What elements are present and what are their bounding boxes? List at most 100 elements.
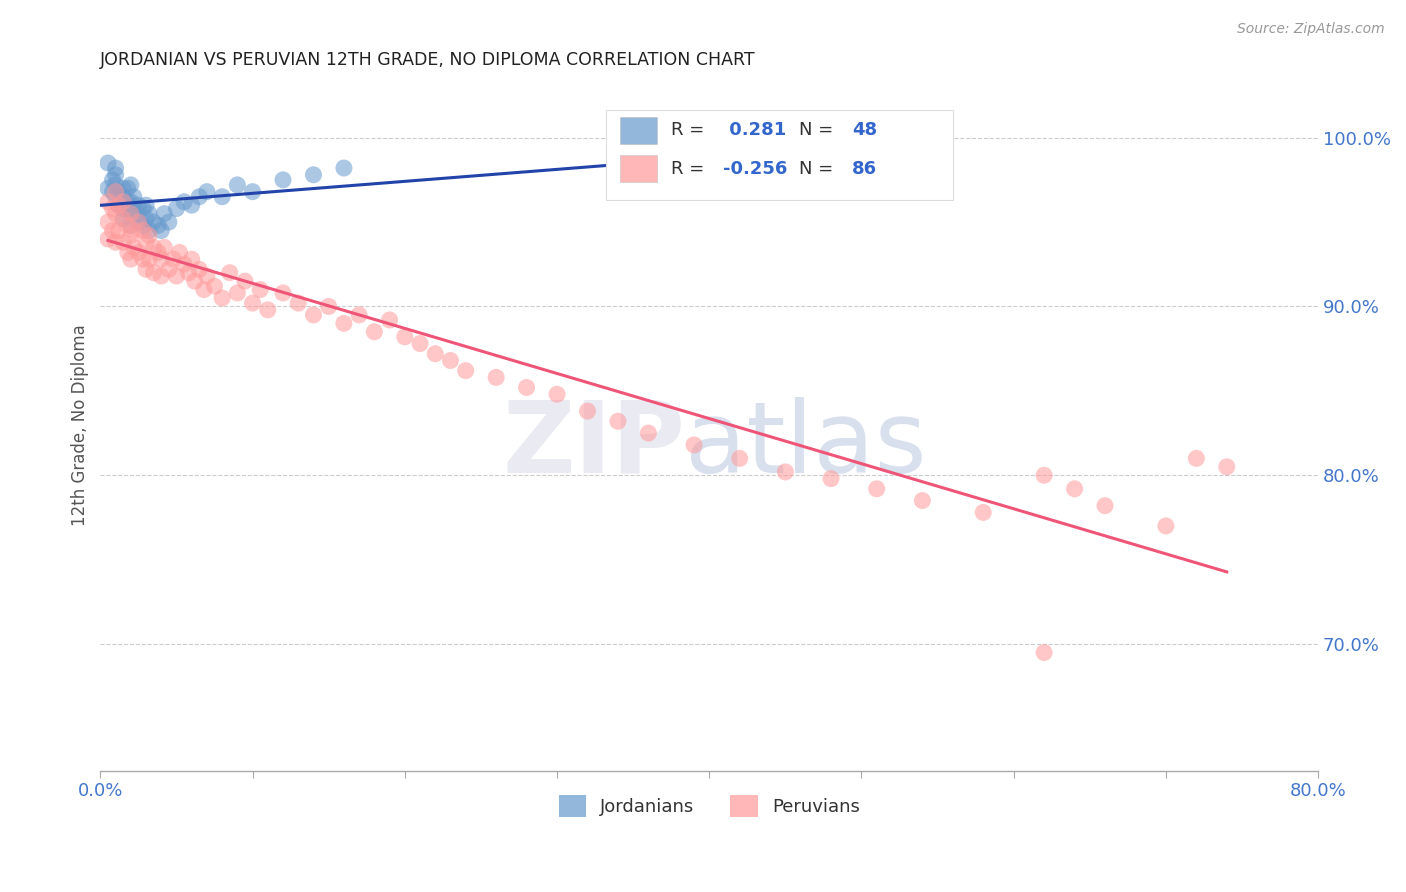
Point <box>120 228 142 243</box>
Text: R =: R = <box>672 121 710 139</box>
Point <box>173 257 195 271</box>
Legend: Jordanians, Peruvians: Jordanians, Peruvians <box>551 788 868 824</box>
Point <box>135 235 157 250</box>
Point <box>409 336 432 351</box>
Point <box>97 156 120 170</box>
Point <box>1185 451 1208 466</box>
Point <box>112 235 135 250</box>
Point <box>439 353 461 368</box>
Point <box>142 215 165 229</box>
Point <box>378 313 401 327</box>
Point <box>138 223 160 237</box>
Point <box>107 198 129 212</box>
Point <box>120 219 142 233</box>
Point <box>606 414 628 428</box>
Point <box>122 190 145 204</box>
Point <box>193 283 215 297</box>
Point <box>211 190 233 204</box>
FancyBboxPatch shape <box>620 117 657 145</box>
Point <box>516 380 538 394</box>
Point <box>166 269 188 284</box>
Point <box>820 472 842 486</box>
Point <box>138 228 160 243</box>
Point <box>972 505 994 519</box>
Point <box>104 206 127 220</box>
Text: Source: ZipAtlas.com: Source: ZipAtlas.com <box>1237 22 1385 37</box>
Point <box>104 235 127 250</box>
Text: -0.256: -0.256 <box>723 160 787 178</box>
Point <box>775 465 797 479</box>
Point <box>728 451 751 466</box>
Point <box>148 219 170 233</box>
Point <box>117 194 139 209</box>
Point <box>122 202 145 216</box>
Point <box>104 178 127 192</box>
Point <box>454 363 477 377</box>
Point <box>166 202 188 216</box>
FancyBboxPatch shape <box>606 110 953 200</box>
Point <box>157 215 180 229</box>
Point <box>153 206 176 220</box>
Point <box>347 308 370 322</box>
Point <box>104 185 127 199</box>
Text: 48: 48 <box>852 121 877 139</box>
Point <box>122 240 145 254</box>
Point <box>1033 468 1056 483</box>
Point <box>127 206 149 220</box>
Text: 86: 86 <box>852 160 877 178</box>
Point <box>122 223 145 237</box>
Point <box>271 173 294 187</box>
Point <box>104 168 127 182</box>
Point <box>150 223 173 237</box>
Point <box>177 266 200 280</box>
Point <box>183 274 205 288</box>
Point <box>302 168 325 182</box>
Point <box>117 245 139 260</box>
Point <box>425 347 447 361</box>
Point <box>138 206 160 220</box>
Point <box>112 181 135 195</box>
Point <box>132 202 155 216</box>
Point <box>150 269 173 284</box>
Text: N =: N = <box>800 160 839 178</box>
Point <box>112 194 135 209</box>
Text: 0.281: 0.281 <box>723 121 786 139</box>
Point <box>132 252 155 267</box>
Point <box>120 178 142 192</box>
Point <box>233 274 256 288</box>
Point <box>138 252 160 267</box>
Point <box>173 194 195 209</box>
Point <box>127 198 149 212</box>
Point <box>107 223 129 237</box>
Text: N =: N = <box>800 121 839 139</box>
Point <box>180 198 202 212</box>
Point <box>112 202 135 216</box>
Point <box>1063 482 1085 496</box>
Point <box>576 404 599 418</box>
Point <box>911 493 934 508</box>
Point <box>127 245 149 260</box>
Point <box>97 232 120 246</box>
Text: ZIP: ZIP <box>502 397 685 494</box>
Point <box>132 219 155 233</box>
Point <box>120 206 142 220</box>
Point <box>104 190 127 204</box>
Point <box>157 262 180 277</box>
Point <box>101 202 124 216</box>
Point <box>142 266 165 280</box>
Text: JORDANIAN VS PERUVIAN 12TH GRADE, NO DIPLOMA CORRELATION CHART: JORDANIAN VS PERUVIAN 12TH GRADE, NO DIP… <box>100 51 756 69</box>
Point <box>242 185 264 199</box>
Point <box>150 252 173 267</box>
Point <box>287 296 309 310</box>
Point <box>333 161 356 175</box>
Point <box>318 300 340 314</box>
Point <box>226 178 249 192</box>
Point <box>226 285 249 300</box>
Point <box>107 185 129 199</box>
Point <box>211 291 233 305</box>
Y-axis label: 12th Grade, No Diploma: 12th Grade, No Diploma <box>72 324 89 525</box>
Point <box>117 202 139 216</box>
Point <box>1154 519 1177 533</box>
Point <box>132 223 155 237</box>
Point <box>112 211 135 226</box>
